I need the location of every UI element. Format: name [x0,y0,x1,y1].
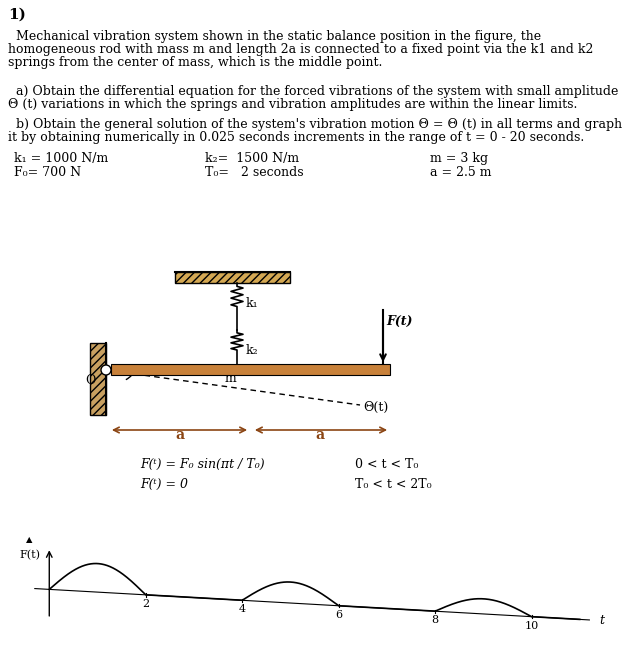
Text: Θ(t): Θ(t) [363,401,388,414]
Text: m = 3 kg: m = 3 kg [430,152,488,165]
Text: a: a [175,428,184,442]
Text: a = 2.5 m: a = 2.5 m [430,166,491,179]
Text: 8: 8 [431,616,438,625]
Text: ▲: ▲ [26,535,32,545]
Text: 4: 4 [238,604,246,614]
Text: a) Obtain the differential equation for the forced vibrations of the system with: a) Obtain the differential equation for … [8,85,618,98]
Text: k₁: k₁ [246,297,259,310]
Text: t: t [599,614,604,627]
Text: 10: 10 [525,621,538,631]
Text: it by obtaining numerically in 0.025 seconds increments in the range of t = 0 - : it by obtaining numerically in 0.025 sec… [8,131,584,144]
Text: F(ᵗ) = 0: F(ᵗ) = 0 [140,478,188,491]
Text: k₁ = 1000 N/m: k₁ = 1000 N/m [14,152,108,165]
Text: b) Obtain the general solution of the system's vibration motion Θ = Θ (t) in all: b) Obtain the general solution of the sy… [8,118,622,131]
Text: F(t): F(t) [386,315,413,328]
Bar [175,272,290,283]
Text: Mechanical vibration system shown in the static balance position in the figure, : Mechanical vibration system shown in the… [8,30,541,43]
Text: 2: 2 [142,599,149,609]
Circle shape [101,365,111,375]
Text: F(ᵗ) = F₀ sin(πt / T₀): F(ᵗ) = F₀ sin(πt / T₀) [140,458,265,471]
Bar [111,364,390,375]
Text: 1): 1) [8,8,26,22]
Text: k₂=  1500 N/m: k₂= 1500 N/m [205,152,299,165]
Text: F₀= 700 N: F₀= 700 N [14,166,81,179]
Text: Θ (t) variations in which the springs and vibration amplitudes are within the li: Θ (t) variations in which the springs an… [8,98,577,111]
Text: m: m [225,372,237,385]
Text: T₀=   2 seconds: T₀= 2 seconds [205,166,304,179]
Text: 0 < t < T₀: 0 < t < T₀ [355,458,418,471]
Text: O: O [85,374,96,387]
Text: homogeneous rod with mass m and length 2a is connected to a fixed point via the : homogeneous rod with mass m and length 2… [8,43,593,56]
Text: 6: 6 [335,610,342,620]
Text: T₀ < t < 2T₀: T₀ < t < 2T₀ [355,478,431,491]
Text: a: a [315,428,325,442]
Text: springs from the center of mass, which is the middle point.: springs from the center of mass, which i… [8,56,382,69]
Bar [90,343,106,415]
Text: k₂: k₂ [246,344,259,357]
Text: F(t): F(t) [19,549,40,560]
